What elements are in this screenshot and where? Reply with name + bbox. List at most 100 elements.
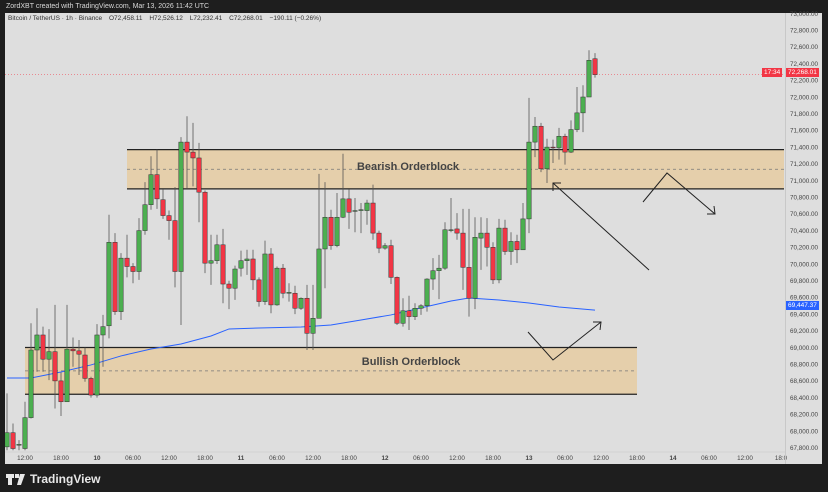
- candle-body: [112, 242, 118, 312]
- price-tick-label: 72,600.00: [790, 44, 819, 51]
- bullish-candle: [424, 278, 430, 312]
- bullish-candle: [448, 198, 454, 233]
- arrow-drawing-to-bearish-zone[interactable]: [552, 182, 650, 271]
- bearish-candle: [154, 149, 160, 209]
- price-tick-label: 69,400.00: [790, 311, 819, 318]
- ohlc-high: H72,526.12: [149, 15, 183, 22]
- time-tick-label: 06:00: [413, 455, 429, 462]
- footer-bar: TradingView: [0, 464, 828, 492]
- bearish-candle: [112, 233, 118, 315]
- time-tick-label: 06:00: [557, 455, 573, 462]
- bearish-candle: [82, 347, 88, 382]
- bullish-candle: [472, 217, 478, 310]
- bearish-candle: [268, 248, 274, 314]
- bearish-candle: [562, 133, 568, 165]
- price-tick-label: 68,400.00: [790, 395, 819, 402]
- bearish-candle: [220, 228, 226, 304]
- bearish-candle: [184, 116, 190, 189]
- bullish-candle: [106, 214, 112, 339]
- candle-body: [478, 232, 484, 239]
- bullish-candle: [298, 297, 304, 310]
- candle-body: [58, 380, 64, 403]
- bullish-candle: [508, 232, 514, 265]
- price-tick-label: 72,000.00: [790, 94, 819, 101]
- bearish-candle: [202, 190, 208, 274]
- time-tick-label: 18:00: [341, 455, 357, 462]
- time-tick-label: 06:00: [701, 455, 717, 462]
- candle-body: [148, 174, 154, 205]
- price-tick-label: 72,800.00: [790, 28, 819, 35]
- time-tick-label: 12:00: [449, 455, 465, 462]
- bearish-candle: [490, 242, 496, 285]
- time-tick-label: 12: [381, 455, 389, 462]
- price-tick-label: 73,000.00: [790, 11, 819, 18]
- candle-body: [40, 334, 46, 360]
- time-tick-label: 10: [93, 455, 101, 462]
- ema-line: [7, 297, 596, 379]
- candle-countdown: 17:34: [764, 68, 781, 76]
- candle-body: [196, 157, 202, 193]
- candle-body: [232, 268, 238, 289]
- candle-body: [22, 417, 28, 449]
- candle-body: [52, 351, 58, 382]
- candle-body: [190, 151, 196, 159]
- price-tick-label: 71,600.00: [790, 128, 819, 135]
- candle-body: [436, 267, 442, 271]
- ohlc-open: O72,458.11: [109, 15, 143, 22]
- candle-body: [442, 229, 448, 269]
- logo-text: TradingView: [30, 472, 101, 486]
- candle-body: [88, 378, 94, 396]
- candle-body: [100, 326, 106, 336]
- bullish-candle: [178, 137, 184, 325]
- candle-body: [586, 60, 592, 98]
- candle-body: [568, 129, 574, 153]
- last-price-tag: 72,268.01: [786, 67, 819, 77]
- bullish-candle: [244, 249, 250, 275]
- price-tick-label: 69,800.00: [790, 278, 819, 285]
- bullish-candle: [442, 222, 448, 270]
- bullish-candle: [262, 240, 268, 305]
- candle-body: [124, 257, 130, 267]
- bearish-candle: [10, 423, 16, 451]
- bullish-candle: [400, 298, 406, 327]
- price-tick-label: 71,800.00: [790, 111, 819, 118]
- bullish-candle: [34, 308, 40, 372]
- bearish-candle: [514, 234, 520, 264]
- candle-body: [82, 354, 88, 379]
- bullish-candle: [358, 203, 364, 234]
- bearish-candle: [394, 276, 400, 325]
- bullish-candle: [64, 304, 70, 403]
- symbol-legend: Bitcoin / TetherUS · 1h · Binance O72,45…: [8, 15, 326, 22]
- candle-body: [460, 232, 466, 268]
- bearish-candle: [292, 285, 298, 315]
- bullish-orderblock-label: Bullish Orderblock: [361, 356, 461, 368]
- bearish-orderblock-label: Bearish Orderblock: [356, 161, 460, 173]
- candle-body: [202, 191, 208, 264]
- candle-body: [574, 112, 580, 130]
- bullish-candle: [316, 173, 322, 319]
- bullish-candle: [364, 199, 370, 225]
- candle-body: [400, 310, 406, 324]
- bullish-candle: [5, 393, 10, 451]
- candle-body: [526, 141, 532, 220]
- bullish-candle: [430, 258, 436, 290]
- bullish-candle: [574, 86, 580, 133]
- bearish-candle: [166, 210, 172, 240]
- bullish-candle: [526, 97, 532, 234]
- bullish-candle: [310, 284, 316, 351]
- bullish-candle: [100, 314, 106, 367]
- bearish-candle: [250, 249, 256, 290]
- candle-body: [118, 257, 124, 312]
- arrow-drawing-rejection-down[interactable]: [642, 172, 716, 215]
- candle-body: [532, 125, 538, 143]
- price-axis[interactable]: [786, 13, 822, 464]
- bullish-candle: [238, 250, 244, 277]
- price-tick-label: 70,400.00: [790, 228, 819, 235]
- candle-body: [496, 227, 502, 281]
- tradingview-logo[interactable]: TradingView: [6, 472, 100, 486]
- arrow-drawing-bounce-up[interactable]: [527, 321, 602, 361]
- ohlc-close: C72,268.01: [229, 15, 263, 22]
- bullish-candle: [286, 283, 292, 302]
- time-tick-label: 12:00: [17, 455, 33, 462]
